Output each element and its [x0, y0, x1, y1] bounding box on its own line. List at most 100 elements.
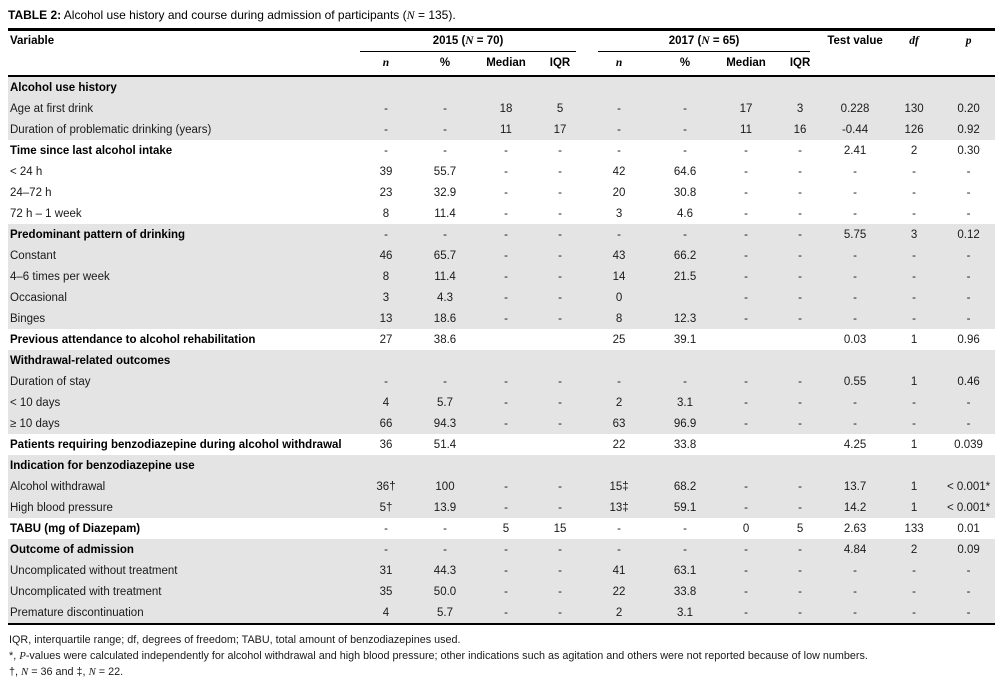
- table-row: Premature discontinuation 4 5.7 - - 2 3.1 - - - - -: [8, 602, 996, 624]
- cell: 50.0: [433, 585, 457, 598]
- cell: [358, 455, 414, 476]
- cell: 4.6: [677, 207, 694, 220]
- cell: 0: [742, 522, 750, 535]
- cell: -: [798, 228, 802, 241]
- cell: [584, 76, 654, 98]
- cell: 11: [740, 123, 752, 136]
- cell: 5: [796, 522, 804, 535]
- text-run: = 22.: [95, 665, 124, 678]
- cell: -: [504, 480, 508, 493]
- cell: -: [798, 396, 802, 409]
- table-row: Indication for benzodiazepine use: [8, 455, 996, 476]
- cell: -: [558, 564, 562, 577]
- cell: -: [798, 165, 802, 178]
- table-row: < 24 h 39 55.7 - - 42 64.6 - - - - -: [8, 161, 995, 182]
- cell: 68.2: [673, 480, 697, 493]
- cell: -: [744, 186, 748, 199]
- row-label: Binges: [10, 312, 46, 325]
- cell: [476, 329, 536, 350]
- column-header-n-2015: n: [382, 57, 390, 69]
- table-row: Constant 46 65.7 - - 43 66.2 - - - - -: [8, 245, 996, 266]
- text-run: = 70): [473, 35, 504, 47]
- cell: [358, 76, 414, 98]
- text-run: -values were calculated independently fo…: [25, 649, 868, 662]
- cell: 0.96: [957, 333, 980, 346]
- cell: 0.46: [957, 375, 980, 388]
- cell: -: [798, 417, 802, 430]
- cell: 0.20: [957, 102, 980, 115]
- text-run: 2015 (: [432, 35, 466, 47]
- cell: -: [443, 375, 447, 388]
- cell: -: [683, 522, 687, 535]
- cell: -: [744, 312, 748, 325]
- row-label: Constant: [10, 249, 57, 262]
- cell: 8: [382, 207, 390, 220]
- cell: -: [558, 207, 562, 220]
- cell: 0.03: [843, 333, 867, 346]
- cell: 64.6: [673, 165, 697, 178]
- cell: 96.9: [673, 417, 697, 430]
- header-row-groups: Variable 2015 (N = 70) 2017 (N = 65) Tes…: [8, 30, 995, 55]
- cell: -: [853, 291, 857, 304]
- cell: -: [558, 480, 562, 493]
- row-label: ≥ 10 days: [10, 417, 60, 430]
- cell: 36: [379, 438, 393, 451]
- row-label: Patients requiring benzodiazepine during…: [10, 438, 342, 451]
- cell: [536, 350, 584, 371]
- text-run: P: [19, 649, 26, 662]
- cell: 33.8: [673, 438, 697, 451]
- cell: 55.7: [433, 165, 457, 178]
- cell: 22: [612, 585, 626, 598]
- cell: -: [558, 501, 562, 514]
- footnotes: IQR, interquartile range; df, degrees of…: [8, 625, 995, 681]
- table-row: High blood pressure 5† 13.9 - - 13‡ 59.1 - - 14.2…: [8, 497, 996, 518]
- column-header-median-2017: Median: [726, 57, 766, 69]
- cell: 11.4: [434, 207, 456, 220]
- cell: 5.7: [437, 396, 453, 409]
- column-header-iqr-2017: IQR: [789, 57, 811, 69]
- row-label: 72 h – 1 week: [10, 207, 82, 220]
- cell: -: [798, 312, 802, 325]
- cell: 2: [615, 396, 623, 409]
- cell: [716, 76, 776, 98]
- table-row: Binges 13 18.6 - - 8 12.3 - - - - -: [8, 308, 996, 329]
- row-label: Duration of problematic drinking (years): [10, 123, 212, 136]
- cell: [476, 350, 536, 371]
- row-label: Premature discontinuation: [10, 606, 144, 619]
- cell: -: [853, 270, 857, 283]
- cell: [776, 455, 824, 476]
- cell: [654, 76, 716, 98]
- cell: 0.01: [957, 522, 980, 535]
- table-row: ≥ 10 days 66 94.3 - - 63 96.9 - - - - -: [8, 413, 996, 434]
- table-row: Previous attendance to alcohol rehabilit…: [8, 329, 995, 350]
- cell: -: [966, 417, 971, 430]
- text-run: IQR, interquartile range; df, degrees of…: [9, 633, 461, 646]
- cell: 0.228: [840, 102, 870, 115]
- row-label: Withdrawal-related outcomes: [10, 354, 171, 367]
- cell: 46: [379, 249, 393, 262]
- cell: 1: [910, 438, 918, 451]
- table-row: < 10 days 4 5.7 - - 2 3.1 - - - - -: [8, 392, 996, 413]
- cell: -: [966, 291, 971, 304]
- row-label: Time since last alcohol intake: [10, 144, 173, 157]
- cell: [776, 76, 824, 98]
- table-header: Variable 2015 (N = 70) 2017 (N = 65) Tes…: [8, 30, 996, 76]
- row-label: Alcohol withdrawal: [10, 480, 106, 493]
- cell: [536, 455, 584, 476]
- cell: [476, 455, 536, 476]
- column-group-2015-label: 2015 (N = 70): [360, 35, 577, 52]
- text-run: = 36 and ‡,: [28, 665, 89, 678]
- cell: 33.8: [673, 585, 697, 598]
- cell: -: [558, 312, 562, 325]
- text-run: 2017 (: [668, 35, 702, 47]
- cell: 39: [379, 165, 393, 178]
- cell: -: [384, 543, 388, 556]
- cell: [476, 434, 536, 455]
- cell: 1: [910, 375, 918, 388]
- cell: [942, 76, 995, 98]
- cell: 39.1: [673, 333, 697, 346]
- cell: -: [558, 606, 562, 619]
- cell: [584, 350, 654, 371]
- cell: 4.25: [843, 438, 867, 451]
- cell: -: [504, 144, 508, 157]
